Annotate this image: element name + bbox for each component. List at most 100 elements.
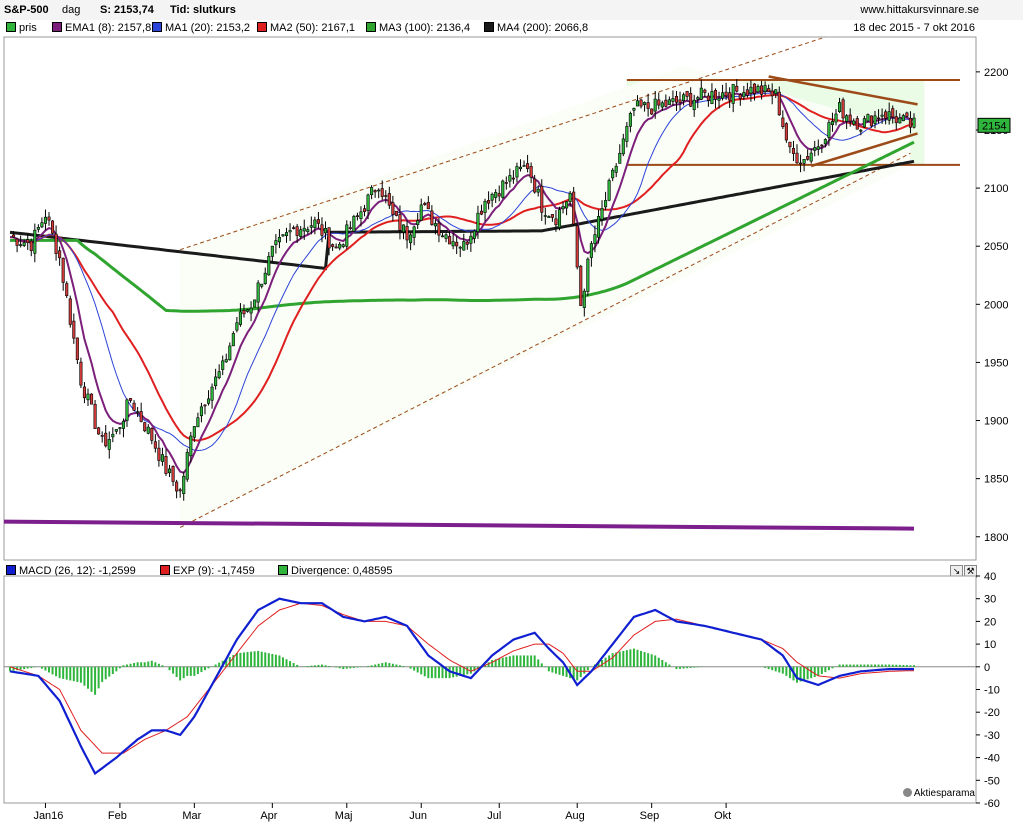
candle-body: [494, 192, 498, 198]
candle-body: [809, 152, 813, 162]
candle-body: [589, 243, 593, 258]
candle-body: [611, 169, 615, 179]
candle-body: [143, 422, 147, 432]
candle-body: [901, 115, 905, 122]
candle-body: [320, 224, 324, 236]
candle-body: [487, 200, 491, 204]
site-label[interactable]: www.hittakursvinnare.se: [860, 4, 979, 16]
candle-body: [451, 241, 455, 247]
candle-body: [894, 116, 898, 124]
candle-body: [721, 92, 725, 99]
candle-body: [671, 98, 675, 102]
x-tick-label: Jul: [487, 810, 501, 822]
triangle-lower-line: [810, 132, 918, 168]
candle-body: [884, 111, 888, 119]
candle-body: [36, 227, 40, 230]
candle-body: [128, 398, 133, 401]
candle-body: [784, 123, 788, 141]
macd-y-tick-label: 0: [984, 662, 990, 674]
candle-body: [391, 202, 395, 215]
candle-body: [150, 428, 154, 441]
candle-body: [89, 393, 94, 405]
candle-body: [635, 100, 640, 107]
candle-body: [533, 178, 537, 193]
candle-body: [292, 227, 296, 229]
candle-body: [465, 241, 469, 245]
candle-body: [224, 359, 228, 363]
candle-body: [625, 126, 629, 142]
ma2-line: [10, 93, 915, 442]
candle-body: [54, 233, 58, 254]
candle-body: [518, 166, 523, 170]
candle-body: [791, 148, 796, 154]
candle-body: [203, 404, 207, 407]
macd-line: [9, 597, 914, 776]
candle-body: [253, 299, 257, 308]
candle-body: [618, 152, 622, 164]
candle-body: [621, 138, 625, 155]
candle-body: [338, 243, 342, 249]
candle-body: [752, 83, 757, 94]
watermark: Aktiesparama: [902, 788, 975, 799]
candle-body: [29, 240, 33, 252]
candle-body: [313, 219, 317, 228]
macd-y-tick-label: 20: [984, 616, 996, 628]
candle-body: [345, 224, 349, 247]
x-tick-label: Aug: [565, 810, 585, 822]
zoom-icon[interactable]: ↘: [950, 565, 963, 578]
candle-body: [380, 188, 384, 197]
y-tick-label: 2200: [984, 67, 1008, 79]
y-tick-label: 1800: [984, 532, 1008, 544]
candle-body: [299, 229, 303, 237]
candle-body: [82, 386, 86, 399]
channel-lower-line: [179, 152, 911, 528]
candle-body: [448, 236, 452, 245]
candle-body: [437, 222, 441, 236]
candle-body: [479, 210, 484, 215]
candle-body: [731, 84, 735, 104]
candle-body: [362, 208, 367, 212]
candle-body: [61, 257, 65, 283]
candle-body: [157, 447, 161, 461]
candle-body: [713, 89, 718, 100]
candle-body: [568, 192, 572, 203]
macd-y-tick-label: 30: [984, 594, 996, 606]
y-tick-label: 2000: [984, 299, 1008, 311]
candle-body: [401, 224, 406, 233]
ema1-line: [10, 89, 915, 474]
candle-body: [114, 429, 118, 432]
candle-body: [813, 147, 817, 151]
candle-body: [419, 204, 423, 221]
candle-body: [196, 417, 200, 428]
candle-body: [43, 216, 47, 224]
candle-body: [593, 234, 597, 245]
candle-body: [504, 182, 508, 184]
candle-body: [529, 166, 533, 178]
candle-body: [628, 113, 632, 127]
candle-body: [121, 420, 125, 429]
candle-body: [887, 111, 891, 121]
candle-body: [738, 94, 742, 99]
candle-body: [632, 108, 636, 111]
candle-body: [316, 219, 320, 224]
candle-body: [309, 225, 313, 228]
candle-body: [565, 201, 569, 209]
y-tick-label: 1900: [984, 416, 1008, 428]
candle-body: [774, 89, 778, 95]
candle-body: [483, 200, 487, 213]
candle-body: [891, 108, 895, 118]
candle-body: [440, 235, 445, 238]
candle-body: [405, 226, 409, 241]
symbol-label: S&P-500: [4, 4, 49, 16]
candle-body: [302, 227, 306, 232]
macd-y-tick-label: -20: [984, 707, 1000, 719]
candle-body: [827, 122, 831, 138]
candle-body: [554, 218, 558, 226]
candle-body: [430, 210, 434, 225]
type-label: Tid: slutkurs: [170, 4, 236, 16]
x-tick-label: Okt: [714, 810, 731, 822]
candle-body: [898, 117, 902, 124]
candle-body: [717, 98, 721, 101]
candle-body: [540, 185, 544, 213]
candle-body: [260, 283, 264, 287]
